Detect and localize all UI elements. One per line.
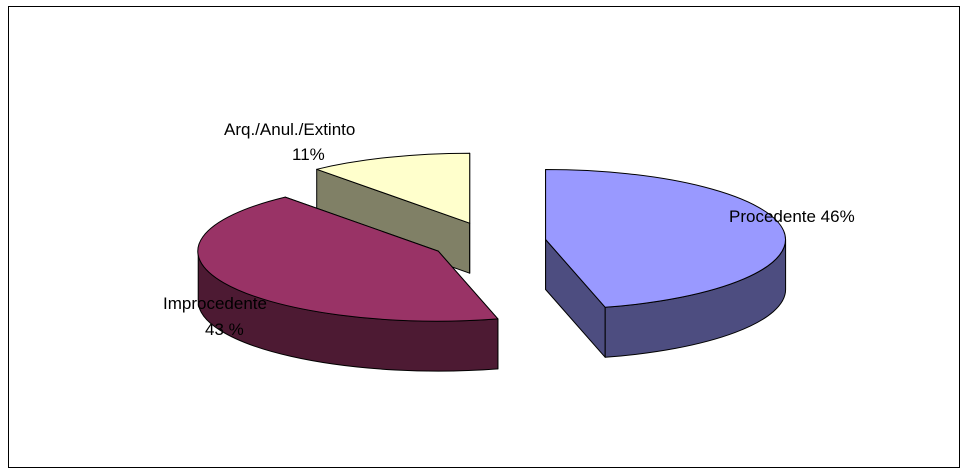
label-arq-name: Arq./Anul./Extinto — [224, 120, 355, 139]
slice-top-arq-anul-extinto — [316, 152, 471, 224]
slice-top-procedente — [545, 169, 786, 308]
label-improcedente-value: 43 % — [205, 320, 244, 339]
label-arq-value: 11% — [292, 145, 325, 164]
slice-top-improcedente — [197, 196, 499, 322]
chart-frame: Procedente 46% Improcedente 43 % Arq./An… — [8, 6, 960, 468]
label-improcedente-name: Improcedente — [163, 294, 267, 313]
labels-layer: Procedente 46% Improcedente 43 % Arq./An… — [163, 120, 855, 339]
label-procedente: Procedente 46% — [729, 207, 855, 226]
pie-chart: Procedente 46% Improcedente 43 % Arq./An… — [163, 120, 855, 372]
slices-layer — [197, 152, 787, 372]
